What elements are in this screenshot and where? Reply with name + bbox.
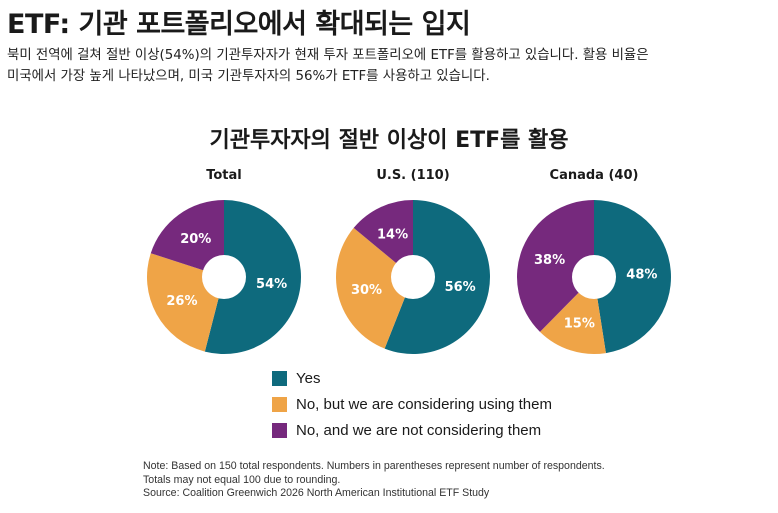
legend-swatch-not-considering [272, 423, 287, 438]
chart-title: 기관투자자의 절반 이상이 ETF를 활용 [209, 128, 569, 153]
pie-hole-total [202, 255, 246, 299]
intro-line-2: 미국에서 가장 높게 나타났으며, 미국 기관투자자의 56%가 ETF를 사용… [7, 69, 490, 84]
page-title: ETF: 기관 포트폴리오에서 확대되는 입지 [7, 9, 471, 40]
pie-value-label-us-considering: 30% [351, 283, 382, 298]
legend-label-yes: Yes [296, 370, 321, 387]
pie-value-label-canada-considering: 15% [564, 317, 595, 332]
pie-slice-us-not-considering [353, 200, 413, 277]
pie-label-canada: Canada (40) [549, 168, 639, 183]
pie-label-total: Total [206, 168, 242, 183]
pie-value-label-us-not-considering: 14% [377, 228, 408, 243]
legend-label-not-considering: No, and we are not considering them [296, 422, 542, 439]
pie-svg-total: 54% 26% 20% [147, 200, 301, 354]
legend-swatch-yes [272, 371, 287, 386]
pie-value-label-us-yes: 56% [445, 280, 476, 295]
pie-hole-us [391, 255, 435, 299]
pie-chart-total: Total 54% 26% 20% [133, 168, 315, 368]
legend-label-considering: No, but we are considering using them [296, 396, 552, 413]
chart-notes: Note: Based on 150 total respondents. Nu… [143, 460, 605, 501]
pie-slice-total-yes [204, 200, 301, 354]
source-line: Source: Coalition Greenwich 2026 North A… [143, 487, 490, 499]
pie-slice-canada-yes [594, 200, 671, 354]
pie-label-us: U.S. (110) [376, 168, 450, 183]
pie-chart-canada: Canada (40) 48% 15% 38% [503, 168, 685, 368]
note-line-1: Note: Based on 150 total respondents. Nu… [143, 460, 605, 472]
pie-slice-us-yes [384, 200, 490, 354]
pie-value-label-total-yes: 54% [256, 277, 287, 292]
pie-svg-us: 56% 30% 14% [336, 200, 490, 354]
pie-value-label-total-considering: 26% [166, 294, 197, 309]
note-line-2: Totals may not equal 100 due to rounding… [143, 473, 341, 486]
intro-line-1: 북미 전역에 걸쳐 절반 이상(54%)의 기관투자자가 현재 투자 포트폴리오… [7, 48, 649, 63]
pie-hole-canada [572, 255, 616, 299]
pie-value-label-canada-yes: 48% [626, 267, 657, 282]
intro-text: 북미 전역에 걸쳐 절반 이상(54%)의 기관투자자가 현재 투자 포트폴리오… [7, 45, 771, 87]
pie-svg-canada: 48% 15% 38% [517, 200, 671, 354]
pie-value-label-total-not-considering: 20% [180, 232, 211, 247]
pie-chart-us: U.S. (110) 56% 30% 14% [322, 168, 504, 368]
pie-slice-total-not-considering [150, 200, 224, 277]
pie-value-label-canada-not-considering: 38% [534, 253, 565, 268]
legend-swatch-considering [272, 397, 287, 412]
pie-slice-canada-not-considering [517, 200, 594, 332]
pie-slice-us-considering [336, 227, 413, 349]
